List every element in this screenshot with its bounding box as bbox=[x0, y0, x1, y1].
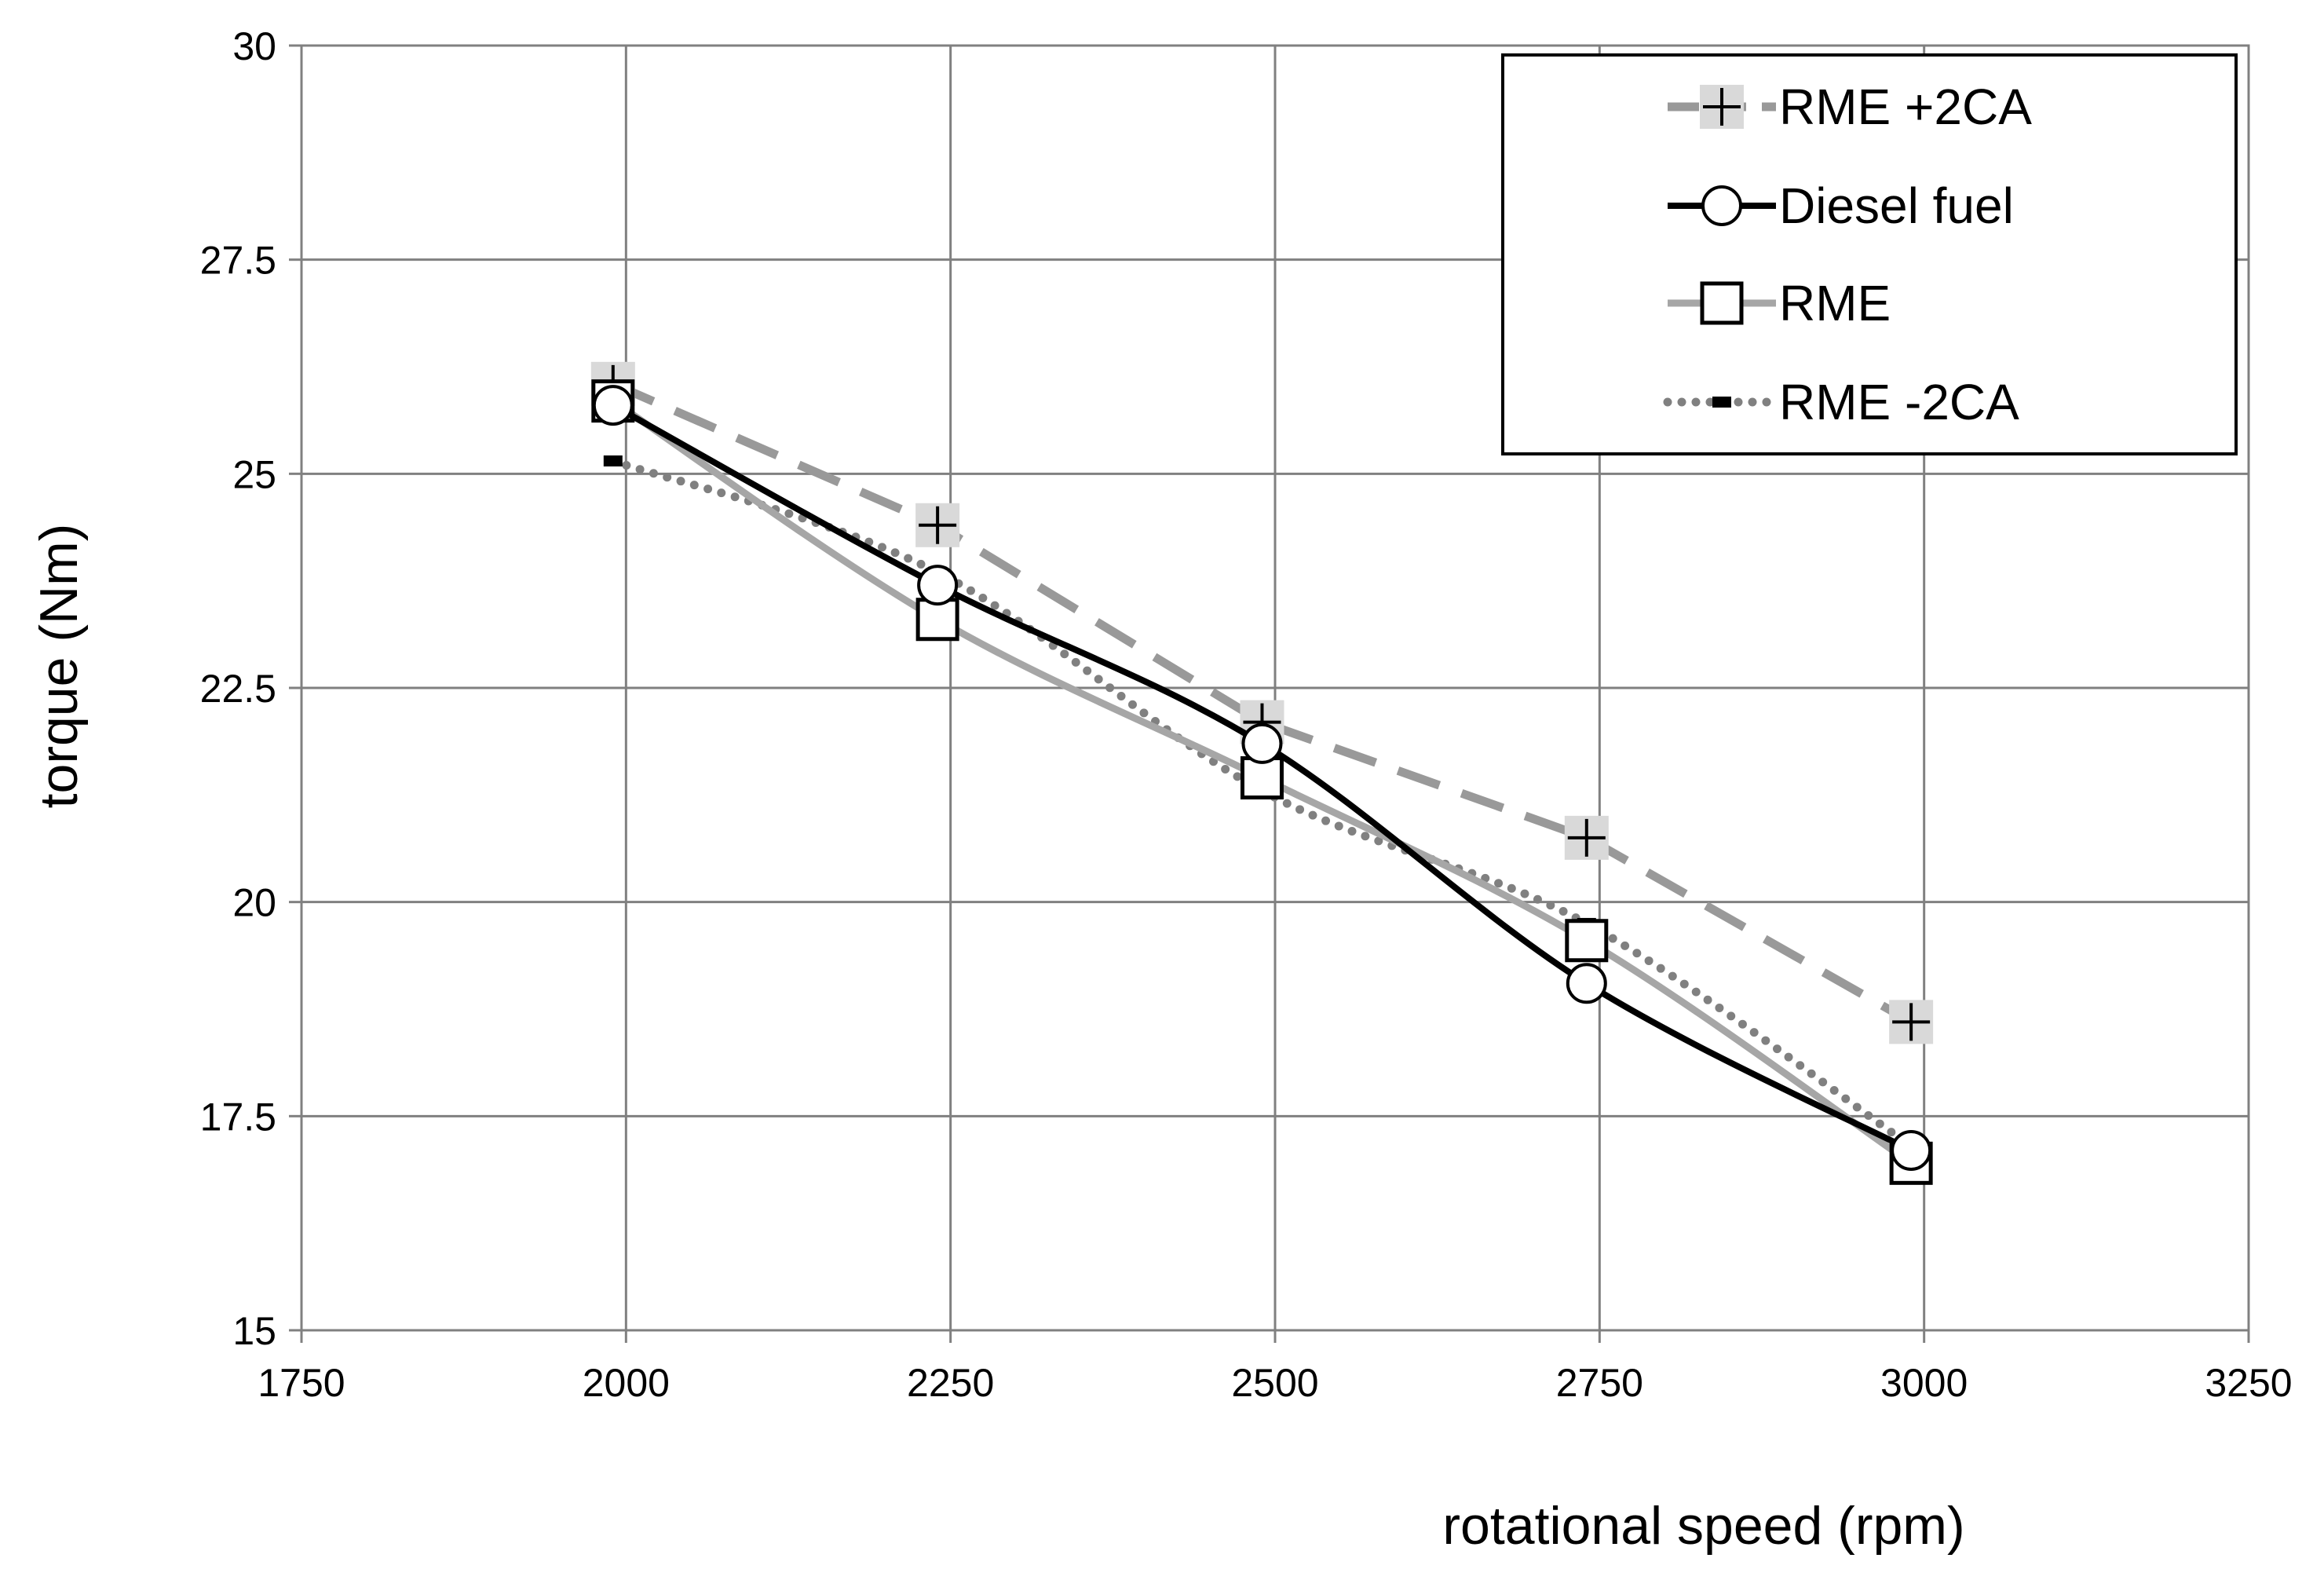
y-tick-label: 27.5 bbox=[200, 239, 276, 283]
legend-label: RME bbox=[1779, 275, 1891, 331]
data-point bbox=[1241, 722, 1283, 764]
legend-item: RME bbox=[1668, 275, 1891, 331]
x-tick-label: 2000 bbox=[583, 1361, 670, 1405]
series-rme-2ca bbox=[590, 361, 1934, 1044]
legend-marker bbox=[1712, 397, 1731, 408]
series-rme-2ca bbox=[603, 455, 1921, 1152]
data-point bbox=[1891, 1129, 1932, 1171]
square-marker bbox=[1565, 919, 1609, 963]
legend-label: Diesel fuel bbox=[1779, 177, 2014, 234]
circle-marker bbox=[1891, 1129, 1932, 1171]
series-diesel-fuel bbox=[592, 385, 1932, 1171]
data-point bbox=[1564, 815, 1609, 860]
legend-label: RME -2CA bbox=[1779, 374, 2019, 430]
x-tick-label: 2250 bbox=[907, 1361, 994, 1405]
circle-marker bbox=[1701, 185, 1742, 226]
dash-marker bbox=[1712, 397, 1731, 408]
data-point bbox=[1240, 756, 1284, 800]
circle-marker bbox=[1566, 963, 1607, 1004]
y-tick-label: 22.5 bbox=[200, 667, 276, 711]
legend-box bbox=[1501, 53, 2238, 455]
data-point bbox=[915, 598, 959, 642]
legend-item: Diesel fuel bbox=[1668, 177, 2014, 234]
legend-marker bbox=[1700, 281, 1744, 325]
y-axis-title: torque (Nm) bbox=[29, 524, 89, 809]
legend-label: RME +2CA bbox=[1779, 79, 2032, 135]
data-point bbox=[603, 455, 623, 466]
data-point bbox=[592, 385, 634, 426]
data-point bbox=[1565, 919, 1609, 963]
dash-marker bbox=[603, 455, 623, 466]
square-marker bbox=[915, 598, 959, 642]
y-tick-label: 17.5 bbox=[200, 1095, 276, 1139]
circle-marker bbox=[592, 385, 634, 426]
y-tick-label: 25 bbox=[232, 452, 276, 496]
x-axis-title: rotational speed (rpm) bbox=[1442, 1496, 1964, 1556]
circle-marker bbox=[1241, 722, 1283, 764]
circle-marker bbox=[917, 565, 959, 606]
series-line bbox=[608, 456, 1916, 1151]
series-line bbox=[611, 379, 1913, 1026]
x-tick-label: 1750 bbox=[258, 1361, 345, 1405]
y-tick-label: 15 bbox=[232, 1309, 276, 1353]
legend: RME +2CA Diesel fuel RME RME -2CA bbox=[1501, 53, 2238, 455]
x-tick-label: 2750 bbox=[1556, 1361, 1643, 1405]
x-tick-label: 3000 bbox=[1880, 1361, 1968, 1405]
data-point bbox=[915, 503, 960, 547]
series-group bbox=[590, 361, 1934, 1185]
legend-item: RME +2CA bbox=[1668, 79, 2032, 135]
legend-item: RME -2CA bbox=[1663, 374, 2019, 430]
square-marker bbox=[1700, 281, 1744, 325]
legend-marker bbox=[1701, 185, 1742, 226]
data-point bbox=[1889, 1000, 1934, 1044]
y-tick-label: 20 bbox=[232, 881, 276, 925]
data-point bbox=[1566, 963, 1607, 1004]
axis-ticks: 1750 2000 2250 2500 2750 3000 3250 15 17.5 20 22.5… bbox=[200, 24, 2293, 1405]
data-point bbox=[917, 565, 959, 606]
x-tick-label: 3250 bbox=[2205, 1361, 2292, 1405]
y-tick-label: 30 bbox=[232, 24, 276, 68]
square-marker bbox=[1240, 756, 1284, 800]
legend-marker bbox=[1700, 85, 1744, 129]
x-tick-label: 2500 bbox=[1231, 1361, 1318, 1405]
